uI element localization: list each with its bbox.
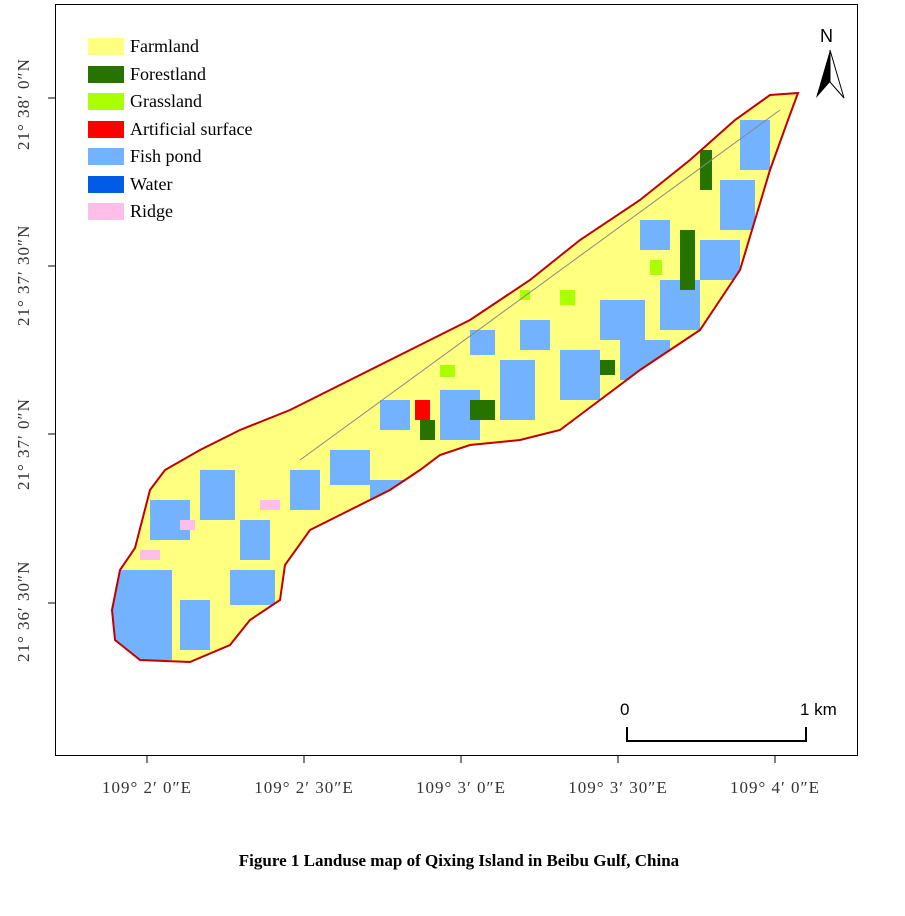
legend-label: Grassland xyxy=(130,91,202,112)
scale-bar xyxy=(626,727,807,742)
legend-item: Forestland xyxy=(88,61,252,89)
figure-caption: Figure 1 Landuse map of Qixing Island in… xyxy=(238,851,680,870)
legend-item: Artificial surface xyxy=(88,116,252,144)
legend-swatch xyxy=(88,120,124,138)
lat-label: 21° 36′ 30″N xyxy=(14,560,33,662)
scale-start-label: 0 xyxy=(620,700,630,719)
lon-ticks xyxy=(146,756,776,763)
scale-end-label: 1 km xyxy=(800,700,837,719)
legend-label: Forestland xyxy=(130,63,206,84)
legend-item: Ridge xyxy=(88,198,252,226)
island-outline xyxy=(110,91,800,664)
legend-label: Farmland xyxy=(130,36,199,57)
legend-label: Artificial surface xyxy=(130,118,253,139)
lat-label: 21° 37′ 30″N xyxy=(14,224,33,326)
lon-label: 109° 4′ 0″E xyxy=(730,778,820,797)
lon-label: 109° 2′ 30″E xyxy=(254,778,354,797)
legend-label: Fish pond xyxy=(130,146,202,167)
lon-label: 109° 2′ 0″E xyxy=(102,778,192,797)
artificial-surface-patch xyxy=(415,400,430,420)
legend-swatch xyxy=(88,65,124,83)
lon-label: 109° 3′ 30″E xyxy=(568,778,668,797)
legend-label: Ridge xyxy=(130,201,173,222)
legend-item: Water xyxy=(88,171,252,199)
legend: Farmland Forestland Grassland Artificial su… xyxy=(88,33,252,226)
legend-swatch xyxy=(88,93,124,111)
map-frame xyxy=(55,4,858,756)
legend-item: Grassland xyxy=(88,88,252,116)
central-road xyxy=(299,109,781,461)
legend-swatch xyxy=(88,148,124,166)
lat-ticks xyxy=(48,97,55,604)
legend-swatch xyxy=(88,38,124,56)
legend-swatch xyxy=(88,175,124,193)
legend-swatch xyxy=(88,203,124,221)
lat-label: 21° 37′ 0″N xyxy=(14,398,33,490)
forestland-patches xyxy=(420,150,712,440)
lat-label: 21° 38′ 0″N xyxy=(14,58,33,150)
north-arrow-icon xyxy=(816,49,845,99)
legend-item: Farmland xyxy=(88,33,252,61)
grassland-patches xyxy=(440,260,662,377)
lon-label: 109° 3′ 0″E xyxy=(416,778,506,797)
ridge-patches xyxy=(140,500,280,560)
legend-item: Fish pond xyxy=(88,143,252,171)
north-label: N xyxy=(820,26,833,46)
legend-label: Water xyxy=(130,173,173,194)
